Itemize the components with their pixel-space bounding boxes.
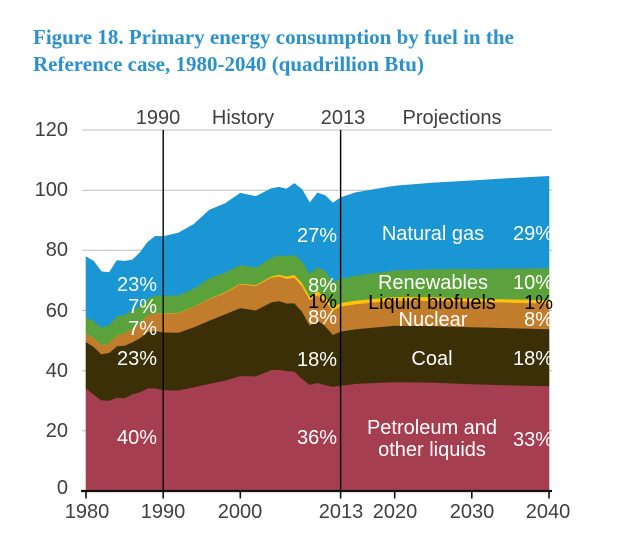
band-label-renewables: Renewables <box>377 272 489 294</box>
share-petroleum-2040: 33% <box>512 429 553 451</box>
marker-label-1990-top: 1990 <box>135 107 181 129</box>
share-petroleum-2013: 36% <box>296 427 337 449</box>
share-renewables-2040: 10% <box>512 272 553 294</box>
band-label-petroleum: Petroleum and other liquids <box>366 417 498 461</box>
share-nuclear-1990: 7% <box>128 318 157 340</box>
y-tick-0: 0 <box>56 477 68 499</box>
x-tick-2040: 2040 <box>525 501 571 523</box>
share-coal-2013: 18% <box>296 349 337 371</box>
x-tick-1990: 1990 <box>140 501 186 523</box>
band-label-nuclear: Nuclear <box>398 309 468 331</box>
figure-title: Figure 18. Primary energy consumption by… <box>33 25 514 76</box>
share-coal-2040: 18% <box>512 348 553 370</box>
share-renewables-1990: 7% <box>128 296 157 318</box>
band-label-coal: Coal <box>411 348 453 370</box>
history-label: History <box>211 107 275 129</box>
share-natural-gas-2013: 27% <box>296 225 337 247</box>
x-tick-1980: 1980 <box>64 501 110 523</box>
y-tick-120: 120 <box>34 119 68 141</box>
y-tick-20: 20 <box>45 420 68 442</box>
share-liquid-biofuels-2040: 1% <box>524 292 553 314</box>
projections-label: Projections <box>402 107 502 129</box>
y-tick-80: 80 <box>45 239 68 261</box>
share-renewables-2013: 8% <box>308 275 337 297</box>
band-label-liquid-biofuels: Liquid biofuels <box>368 292 496 314</box>
x-tick-2013: 2013 <box>318 501 364 523</box>
share-natural-gas-2040: 29% <box>512 223 553 245</box>
share-liquid-biofuels-2013: 1% <box>308 291 337 313</box>
band-label-natural-gas: Natural gas <box>381 223 485 245</box>
marker-label-2013-top: 2013 <box>320 107 366 129</box>
share-nuclear-2040: 8% <box>524 309 553 331</box>
share-natural-gas-1990: 23% <box>116 274 157 296</box>
share-nuclear-2013: 8% <box>308 307 337 329</box>
share-coal-1990: 23% <box>116 348 157 370</box>
y-tick-100: 100 <box>34 179 68 201</box>
y-tick-60: 60 <box>45 300 68 322</box>
x-tick-2030: 2030 <box>449 501 495 523</box>
x-tick-2000: 2000 <box>217 501 263 523</box>
x-tick-2020: 2020 <box>372 501 418 523</box>
y-tick-40: 40 <box>45 360 68 382</box>
share-petroleum-1990: 40% <box>116 427 157 449</box>
